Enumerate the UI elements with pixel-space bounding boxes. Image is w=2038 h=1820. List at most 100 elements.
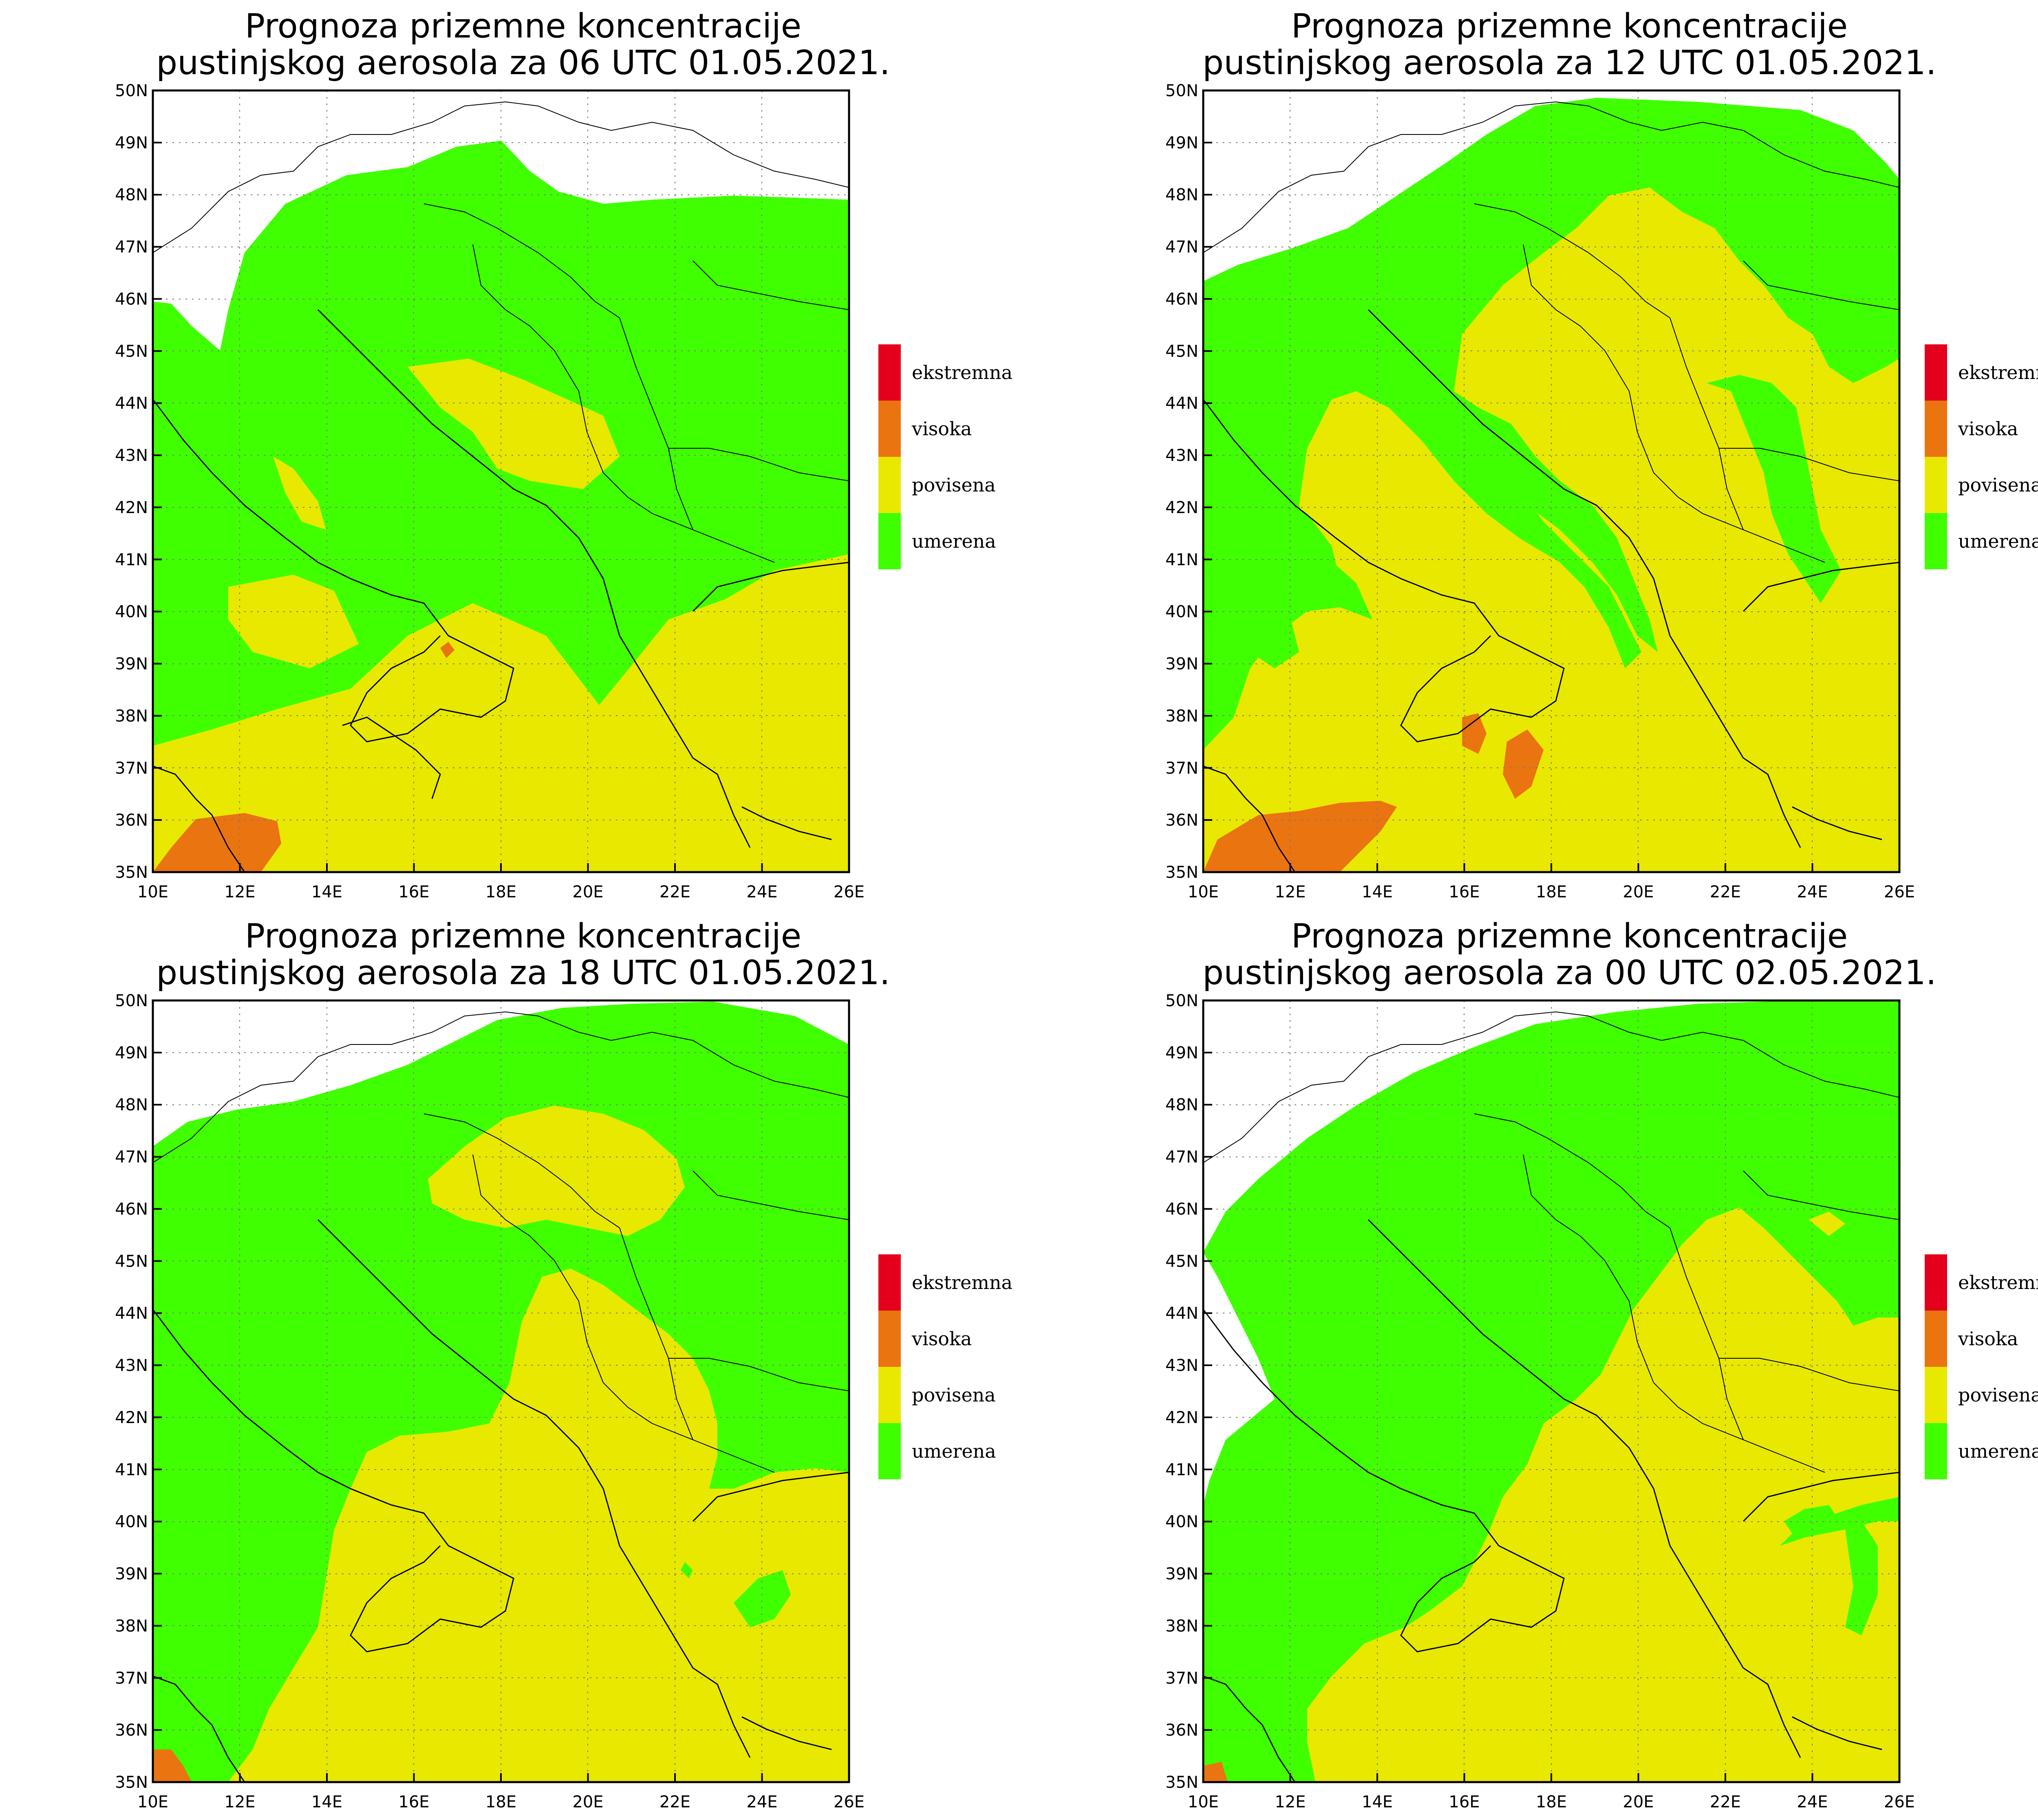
lat-tick-label: 40N [115,1513,148,1531]
lat-tick-label: 49N [115,1044,148,1062]
lat-tick-label: 36N [1165,1721,1198,1740]
legend-label: visoka [1958,418,2018,440]
legend: ekstremna visoka povisena umerena [1925,344,2038,569]
lon-tick-label: 22E [659,1793,690,1811]
lat-tick-label: 44N [1165,1304,1198,1323]
povisena-region [1307,1207,1899,1782]
lon-tick-label: 14E [311,883,342,901]
legend-swatch [878,513,901,569]
lat-tick-label: 37N [1165,1669,1198,1688]
panel-title: Prognoza prizemne koncentracije pustinjs… [0,918,1046,992]
lat-tick-label: 39N [1165,1565,1198,1584]
lon-tick-label: 26E [834,883,865,901]
lat-tick-label: 47N [115,238,148,257]
lon-tick-label: 20E [1623,883,1654,901]
dust-concentration-map: 10E 12E 14E 16E 18E 20E 22E 24E 26E 35N 36N 37N 38N… [1165,992,2038,1811]
lat-tick-label: 38N [1165,1617,1198,1635]
forecast-panel-18utc: Prognoza prizemne koncentracije pustinjs… [0,910,1046,1820]
visoka-region [1203,1762,1228,1782]
lat-tick-label: 44N [1165,394,1198,413]
lat-tick-label: 48N [1165,186,1198,205]
legend-label: ekstremna [1958,1271,2038,1293]
lat-tick-label: 49N [115,134,148,152]
lon-tick-label: 16E [1449,883,1480,901]
legend-swatch [878,457,901,513]
povisena-region [153,554,849,872]
legend-label: ekstremna [1958,361,2038,383]
lat-tick-label: 46N [115,290,148,308]
lon-tick-label: 26E [1884,883,1915,901]
lat-tick-label: 35N [1165,863,1198,882]
legend-label: ekstremna [912,361,1012,383]
lat-tick-label: 45N [115,342,148,361]
longitude-ticks: 10E 12E 14E 16E 18E 20E 22E 24E 26E [137,1773,865,1811]
lat-tick-label: 43N [1165,446,1198,465]
legend: ekstremna visoka povisena umerena [878,1254,1012,1479]
title-line-1: Prognoza prizemne koncentracije [1291,917,1848,956]
lat-tick-label: 50N [115,82,148,100]
lat-tick-label: 45N [1165,1252,1198,1271]
lon-tick-label: 16E [398,883,429,901]
legend-label: ekstremna [912,1271,1012,1293]
legend-label: umerena [912,1440,996,1462]
latitude-ticks: 35N 36N 37N 38N 39N 40N 41N 42N 43N 44N 45N 46N 47N 4… [1165,992,1212,1792]
lon-tick-label: 10E [137,883,168,901]
lon-tick-label: 10E [1188,1793,1219,1811]
lon-tick-label: 12E [1275,883,1306,901]
lat-tick-label: 47N [1165,238,1198,257]
lon-tick-label: 20E [1623,1793,1654,1811]
lat-tick-label: 50N [1165,992,1198,1010]
longitude-ticks: 10E 12E 14E 16E 18E 20E 22E 24E 26E [1188,1773,1915,1811]
lon-tick-label: 12E [224,883,255,901]
povisena-region [228,1269,849,1782]
lat-tick-label: 48N [115,1096,148,1115]
lon-tick-label: 22E [1710,1793,1741,1811]
lon-tick-label: 20E [572,883,603,901]
lon-tick-label: 26E [1884,1793,1915,1811]
legend-swatch [878,1254,901,1311]
lat-tick-label: 39N [115,655,148,674]
dust-concentration-map: 10E 12E 14E 16E 18E 20E 22E 24E 26E 35N 36N 37N 38N… [1165,82,2038,901]
visoka-region [153,813,281,872]
lon-tick-label: 18E [1536,1793,1567,1811]
legend-label: umerena [1958,530,2038,552]
borders [153,101,849,563]
lat-tick-label: 40N [1165,1513,1198,1531]
legend-swatch [1925,513,1947,569]
lat-tick-label: 42N [115,498,148,517]
legend-swatch [878,1311,901,1367]
lat-tick-label: 49N [1165,1044,1198,1062]
lat-tick-label: 38N [115,707,148,725]
lat-tick-label: 46N [1165,290,1198,308]
lon-tick-label: 10E [1188,883,1219,901]
lat-tick-label: 41N [1165,1461,1198,1479]
legend-swatch [878,344,901,401]
legend-swatch [878,1367,901,1423]
coastlines [1203,1219,1899,1782]
lon-tick-label: 22E [1710,883,1741,901]
lat-tick-label: 36N [115,1721,148,1740]
borders [1203,1011,1899,1473]
lon-tick-label: 18E [1536,883,1567,901]
legend-swatch [1925,457,1947,513]
title-line-2: pustinjskog aerosola za 18 UTC 01.05.202… [156,954,890,992]
lat-tick-label: 38N [115,1617,148,1635]
lon-tick-label: 14E [1362,883,1393,901]
lon-tick-label: 20E [572,1793,603,1811]
visoka-region [153,1749,192,1782]
lat-tick-label: 41N [115,1461,148,1479]
visoka-region [1203,801,1397,872]
coastlines [153,309,849,872]
latitude-ticks: 35N 36N 37N 38N 39N 40N 41N 42N 43N 44N 45N 46N 47N 4… [115,82,162,882]
lat-tick-label: 45N [115,1252,148,1271]
legend-swatch [878,1423,901,1479]
forecast-panel-06utc: Prognoza prizemne koncentracije pustinjs… [0,0,1046,910]
lat-tick-label: 40N [1165,603,1198,621]
legend-label: umerena [1958,1440,2038,1462]
legend-swatch [1925,401,1947,457]
lat-tick-label: 50N [1165,82,1198,100]
legend-swatch [1925,1254,1947,1311]
legend-swatch [1925,344,1947,401]
legend: ekstremna visoka povisena umerena [1925,1254,2038,1479]
lat-tick-label: 42N [1165,498,1198,517]
